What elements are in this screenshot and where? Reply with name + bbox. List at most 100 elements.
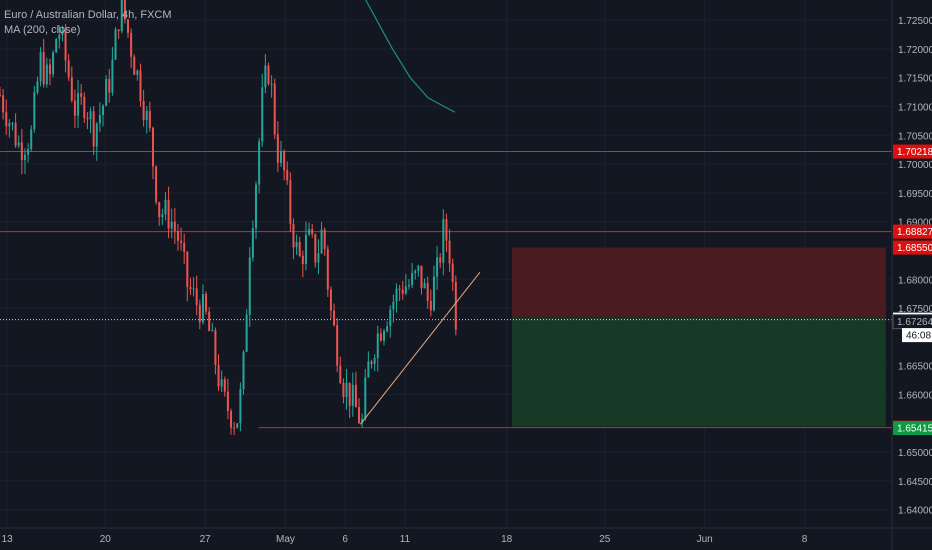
candle-body <box>267 65 270 84</box>
candle-body <box>186 251 189 288</box>
candle-body <box>133 56 136 75</box>
candle-body <box>83 96 86 118</box>
candle-body <box>220 379 223 387</box>
candle-body <box>442 219 445 263</box>
trendline <box>359 272 481 425</box>
candle-body <box>351 384 354 406</box>
candle-body <box>370 361 373 364</box>
candle-body <box>20 142 23 161</box>
candle-body <box>289 180 292 224</box>
symbol-label: Euro / Australian Dollar, 4h, FXCM <box>4 9 172 21</box>
candle-body <box>195 288 198 305</box>
price-tick-label: 1.71500 <box>898 74 932 85</box>
candle-body <box>420 265 423 289</box>
candle-body <box>242 351 245 389</box>
price-tick-label: 1.66500 <box>898 362 932 373</box>
candle-body <box>379 333 382 341</box>
candle-body <box>358 407 361 424</box>
price-axis-label: 1.68827 <box>897 227 932 238</box>
candle-body <box>230 410 233 428</box>
candle-body <box>98 114 101 124</box>
candle-body <box>145 110 148 121</box>
moving-average-line <box>365 0 456 113</box>
candle-body <box>217 364 220 387</box>
candle-body <box>164 199 167 215</box>
candle-body <box>392 301 395 310</box>
chart-legend: Euro / Australian Dollar, 4h, FXCM MA (2… <box>4 8 172 38</box>
time-tick-label: 6 <box>342 534 348 545</box>
candle-body <box>170 221 173 229</box>
time-tick-label: 27 <box>200 534 212 545</box>
price-tick-label: 1.67500 <box>898 304 932 315</box>
candle-body <box>320 229 323 254</box>
candle-body <box>251 228 254 258</box>
candle-body <box>173 221 176 232</box>
price-axis-label: 46:08 <box>906 331 931 342</box>
candle-body <box>429 300 432 311</box>
candle-body <box>17 142 20 146</box>
price-tick-label: 1.72000 <box>898 45 932 56</box>
candle-body <box>27 149 30 155</box>
candle-body <box>248 257 251 315</box>
candle-body <box>33 92 36 130</box>
candle-body <box>30 129 33 150</box>
price-tick-label: 1.64000 <box>898 506 932 517</box>
candle-body <box>336 325 339 366</box>
candle-body <box>436 257 439 277</box>
price-axis-label-box <box>893 144 932 159</box>
candle-body <box>311 228 314 235</box>
time-tick-label: 25 <box>599 534 611 545</box>
candle-body <box>383 331 386 341</box>
candle-body <box>161 214 164 218</box>
candle-body <box>308 228 311 235</box>
candle-body <box>52 52 55 75</box>
candle-body <box>233 427 236 429</box>
candle-body <box>279 151 282 163</box>
candle-body <box>189 287 192 290</box>
candle-body <box>367 361 370 378</box>
candle-body <box>155 166 158 203</box>
candle-body <box>226 391 229 411</box>
candle-body <box>136 70 139 75</box>
candle-body <box>404 286 407 294</box>
candle-body <box>148 110 151 128</box>
candle-body <box>333 310 336 326</box>
candle-body <box>439 257 442 263</box>
candle-body <box>108 79 111 93</box>
candle-body <box>42 52 45 85</box>
candle-body <box>180 240 183 243</box>
price-axis-label-box <box>893 421 932 436</box>
time-tick-label: Jun <box>697 534 713 545</box>
candle-body <box>205 293 208 312</box>
candle-body <box>314 234 317 263</box>
candle-body <box>86 117 89 120</box>
candle-body <box>151 127 154 167</box>
price-tick-label: 1.66000 <box>898 390 932 401</box>
candle-body <box>23 154 26 161</box>
take-profit-zone <box>512 317 886 427</box>
price-axis-label-box <box>893 240 932 255</box>
time-tick-label: 11 <box>400 534 411 545</box>
candle-body <box>192 288 195 290</box>
candle-body <box>102 105 105 115</box>
candle-body <box>426 283 429 301</box>
candle-body <box>304 234 307 265</box>
candle-body <box>236 423 239 428</box>
candle-body <box>273 83 276 135</box>
candle-body <box>454 281 457 330</box>
candle-body <box>214 330 217 365</box>
candle-body <box>245 314 248 352</box>
candle-body <box>2 95 5 113</box>
candle-body <box>339 365 342 383</box>
candle-body <box>386 326 389 332</box>
candle-body <box>11 122 14 124</box>
candle-body <box>8 123 11 127</box>
candle-body <box>139 70 142 101</box>
candle-body <box>117 29 120 32</box>
candle-body <box>95 123 98 147</box>
price-axis-label: 1.68550 <box>897 243 932 254</box>
time-tick-label: May <box>276 534 295 545</box>
candle-body <box>0 95 1 97</box>
candle-body <box>395 288 398 302</box>
